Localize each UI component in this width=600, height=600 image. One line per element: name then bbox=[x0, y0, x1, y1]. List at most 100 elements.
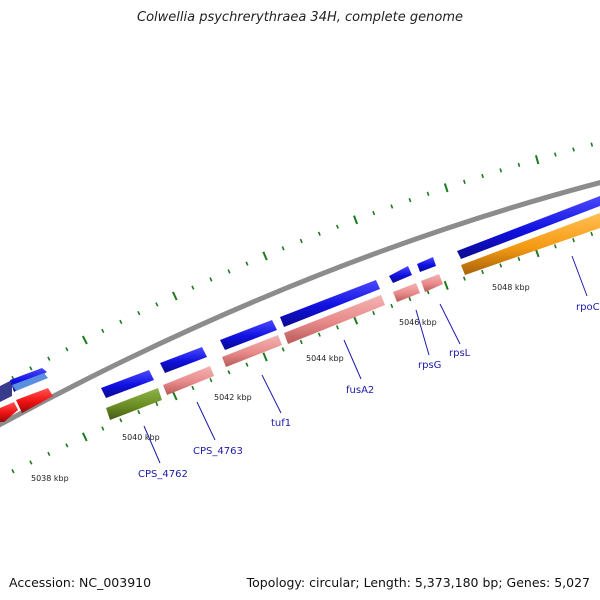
inner-tick bbox=[227, 370, 231, 375]
outer-tick bbox=[299, 238, 303, 244]
leader-rpsG bbox=[415, 309, 430, 356]
outer-tick bbox=[572, 147, 575, 152]
scale-label-5048: 5048 kbp bbox=[492, 283, 530, 292]
gene-label-cps4762: CPS_4762 bbox=[138, 469, 188, 480]
inner-tick bbox=[408, 296, 412, 302]
cds-feature-7 bbox=[457, 196, 600, 259]
gene-feature-rpsL bbox=[421, 274, 443, 292]
gene-labels: CPS_4762 CPS_4763 tuf1 fusA2 rpsG rpsL r… bbox=[138, 302, 600, 480]
inner-tick bbox=[172, 391, 178, 401]
outer-tick bbox=[534, 155, 540, 165]
gene-feature-cps4763 bbox=[163, 366, 214, 395]
outer-tick bbox=[171, 291, 178, 301]
inner-tick bbox=[191, 385, 195, 391]
outer-tick bbox=[281, 246, 285, 251]
leader-rpsL bbox=[439, 303, 461, 345]
outer-tick bbox=[443, 183, 449, 193]
outer-tick bbox=[499, 168, 503, 173]
leader-fusA2 bbox=[343, 339, 362, 380]
leader-cps4763 bbox=[196, 401, 216, 441]
cds-feature-partial-light bbox=[12, 373, 48, 391]
cds-row bbox=[101, 196, 600, 398]
inner-tick bbox=[335, 325, 339, 330]
inner-tick bbox=[390, 303, 394, 309]
outer-tick bbox=[65, 347, 69, 352]
scale-label-5046: 5046 kbp bbox=[399, 318, 437, 327]
inner-tick bbox=[553, 244, 557, 249]
inner-tick bbox=[462, 276, 466, 281]
gene-row bbox=[106, 213, 600, 420]
inner-tick bbox=[590, 231, 594, 237]
outer-tick bbox=[372, 210, 376, 216]
outer-tick bbox=[590, 142, 594, 147]
cds-feature-2 bbox=[160, 347, 207, 373]
inner-tick bbox=[517, 256, 521, 262]
inner-tick bbox=[499, 263, 503, 268]
scale-label-5040: 5040 kbp bbox=[122, 433, 160, 442]
map-title: Colwellia psychrerythraea 34H, complete … bbox=[137, 10, 463, 25]
outer-tick bbox=[353, 215, 359, 225]
leader-rpoC bbox=[571, 255, 588, 297]
outer-tick bbox=[517, 162, 521, 168]
outer-tick bbox=[209, 277, 213, 282]
inner-tick bbox=[101, 426, 105, 431]
cds-feature-3 bbox=[220, 320, 277, 350]
outer-tick bbox=[317, 231, 321, 236]
inner-tick bbox=[209, 377, 213, 383]
outer-tick bbox=[47, 356, 51, 361]
inner-tick bbox=[81, 432, 88, 442]
outer-tick bbox=[554, 152, 557, 157]
gene-label-cps4763: CPS_4763 bbox=[193, 446, 243, 457]
outer-tick bbox=[463, 179, 466, 184]
outer-tick bbox=[245, 261, 249, 266]
outer-tick bbox=[191, 285, 195, 290]
outer-tick bbox=[119, 319, 123, 325]
outer-tick bbox=[335, 224, 339, 229]
inner-tick bbox=[47, 451, 51, 457]
gene-label-tuf1: tuf1 bbox=[271, 418, 291, 429]
outer-tick bbox=[227, 269, 231, 274]
inner-tick bbox=[29, 460, 33, 465]
scale-label-5038: 5038 kbp bbox=[31, 474, 69, 483]
outer-tick bbox=[155, 302, 159, 307]
inner-tick bbox=[481, 269, 484, 275]
genome-summary: Topology: circular; Length: 5,373,180 bp… bbox=[246, 575, 590, 590]
gene-feature-partial-dark bbox=[0, 380, 12, 402]
inner-tick bbox=[372, 310, 376, 316]
inner-tick bbox=[65, 443, 69, 448]
gene-feature-partial-red-1 bbox=[0, 402, 18, 422]
outer-tick bbox=[426, 191, 430, 196]
outer-tick bbox=[137, 310, 141, 316]
leader-tuf1 bbox=[261, 374, 282, 414]
inner-tick bbox=[317, 332, 321, 337]
outer-tick bbox=[29, 366, 33, 371]
gene-label-rpoC: rpoC bbox=[576, 302, 600, 313]
scale-label-5042: 5042 kbp bbox=[214, 393, 252, 402]
gene-feature-partial-red-2 bbox=[16, 388, 53, 413]
inner-tick bbox=[155, 401, 159, 407]
outer-tick bbox=[481, 173, 484, 179]
inner-tick bbox=[11, 469, 15, 474]
inner-tick bbox=[137, 409, 141, 415]
outer-tick bbox=[408, 197, 412, 203]
inner-tick bbox=[281, 347, 285, 352]
gene-feature-rpsG bbox=[393, 283, 420, 302]
cds-feature-5 bbox=[389, 266, 412, 283]
gene-label-rpsG: rpsG bbox=[418, 360, 441, 371]
inner-tick bbox=[245, 362, 249, 367]
cds-feature-6 bbox=[417, 257, 436, 272]
genome-backbone bbox=[0, 180, 600, 428]
outer-tick bbox=[101, 328, 105, 334]
inner-tick bbox=[299, 339, 303, 345]
gene-feature-rpoC bbox=[461, 213, 600, 275]
inner-tick-row bbox=[11, 231, 594, 474]
scale-label-5044: 5044 kbp bbox=[306, 354, 344, 363]
inner-tick bbox=[572, 238, 575, 243]
inner-tick bbox=[119, 418, 123, 423]
partial-features-left bbox=[0, 368, 53, 422]
scale-labels: 5038 kbp 5040 kbp 5042 kbp 5044 kbp 5046… bbox=[31, 283, 530, 483]
inner-tick bbox=[262, 352, 268, 362]
accession-label: Accession: NC_003910 bbox=[9, 575, 152, 590]
inner-tick bbox=[443, 280, 449, 290]
